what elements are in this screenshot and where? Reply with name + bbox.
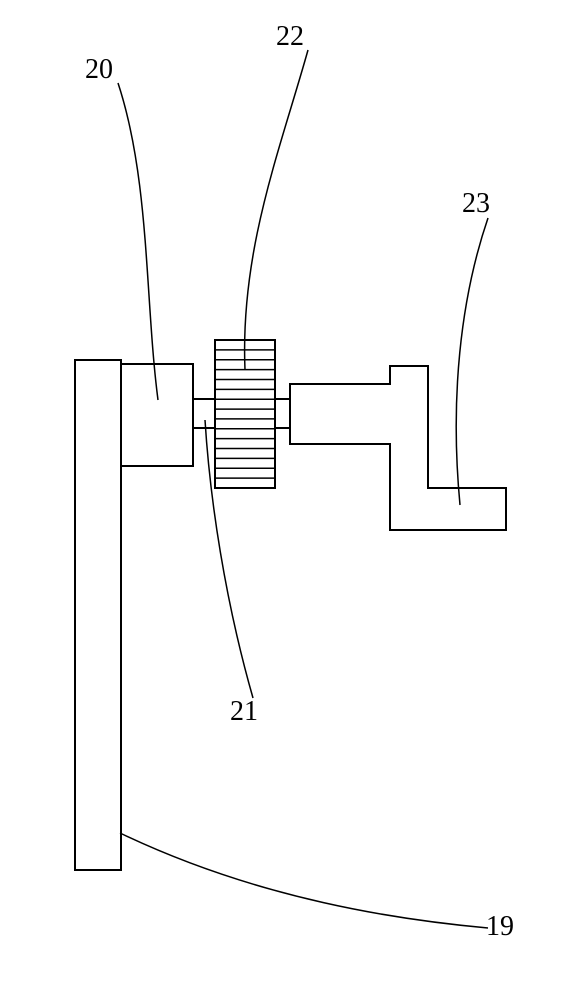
label-n22: 22	[276, 21, 304, 52]
leader-n23	[456, 218, 488, 505]
part-23	[290, 366, 506, 530]
leader-n21	[205, 420, 253, 698]
leader-n19	[120, 833, 488, 928]
label-n20: 20	[85, 54, 113, 85]
part-20	[121, 364, 193, 466]
diagram-svg: 19 20 21 22 23	[0, 0, 571, 1000]
part-19	[75, 360, 121, 870]
leader-n20	[118, 83, 158, 400]
leader-n22	[245, 50, 308, 370]
label-n23: 23	[462, 188, 490, 219]
label-n19: 19	[486, 911, 514, 942]
label-n21: 21	[230, 696, 258, 727]
